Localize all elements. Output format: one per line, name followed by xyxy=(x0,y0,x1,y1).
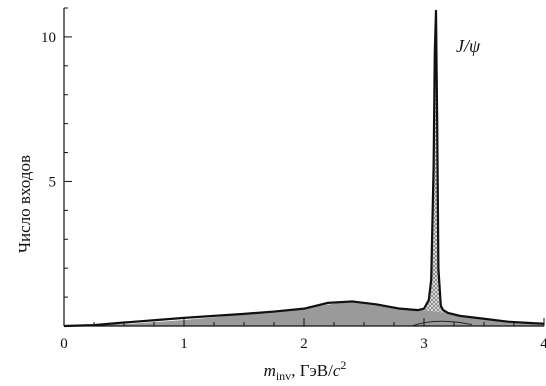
x-tick-label: 3 xyxy=(420,336,428,352)
y-tick-label: 5 xyxy=(49,174,57,190)
x-tick-label: 1 xyxy=(180,336,188,352)
x-axis-label: minv, ГэВ/c2 xyxy=(264,358,347,383)
peak-base-curve xyxy=(411,320,473,327)
x-label-c: c xyxy=(333,361,341,380)
tick-marks xyxy=(63,7,545,327)
x-tick-label: 4 xyxy=(540,336,546,352)
x-label-subscript: inv xyxy=(276,369,291,383)
x-tick-label: 0 xyxy=(60,336,68,352)
x-label-power: 2 xyxy=(340,358,346,372)
tick-labels: 0 1 2 3 4 5 10 xyxy=(41,30,546,352)
x-label-symbol: m xyxy=(264,361,276,380)
plot-area xyxy=(63,9,545,328)
x-label-units: , ГэВ/ xyxy=(291,361,333,380)
y-tick-label: 10 xyxy=(41,30,56,46)
y-axis-label: Число входов xyxy=(15,155,34,253)
peak-annotation: J/ψ xyxy=(456,36,481,56)
peak-area xyxy=(418,10,448,313)
x-tick-label: 2 xyxy=(300,336,308,352)
series-line xyxy=(63,9,545,328)
